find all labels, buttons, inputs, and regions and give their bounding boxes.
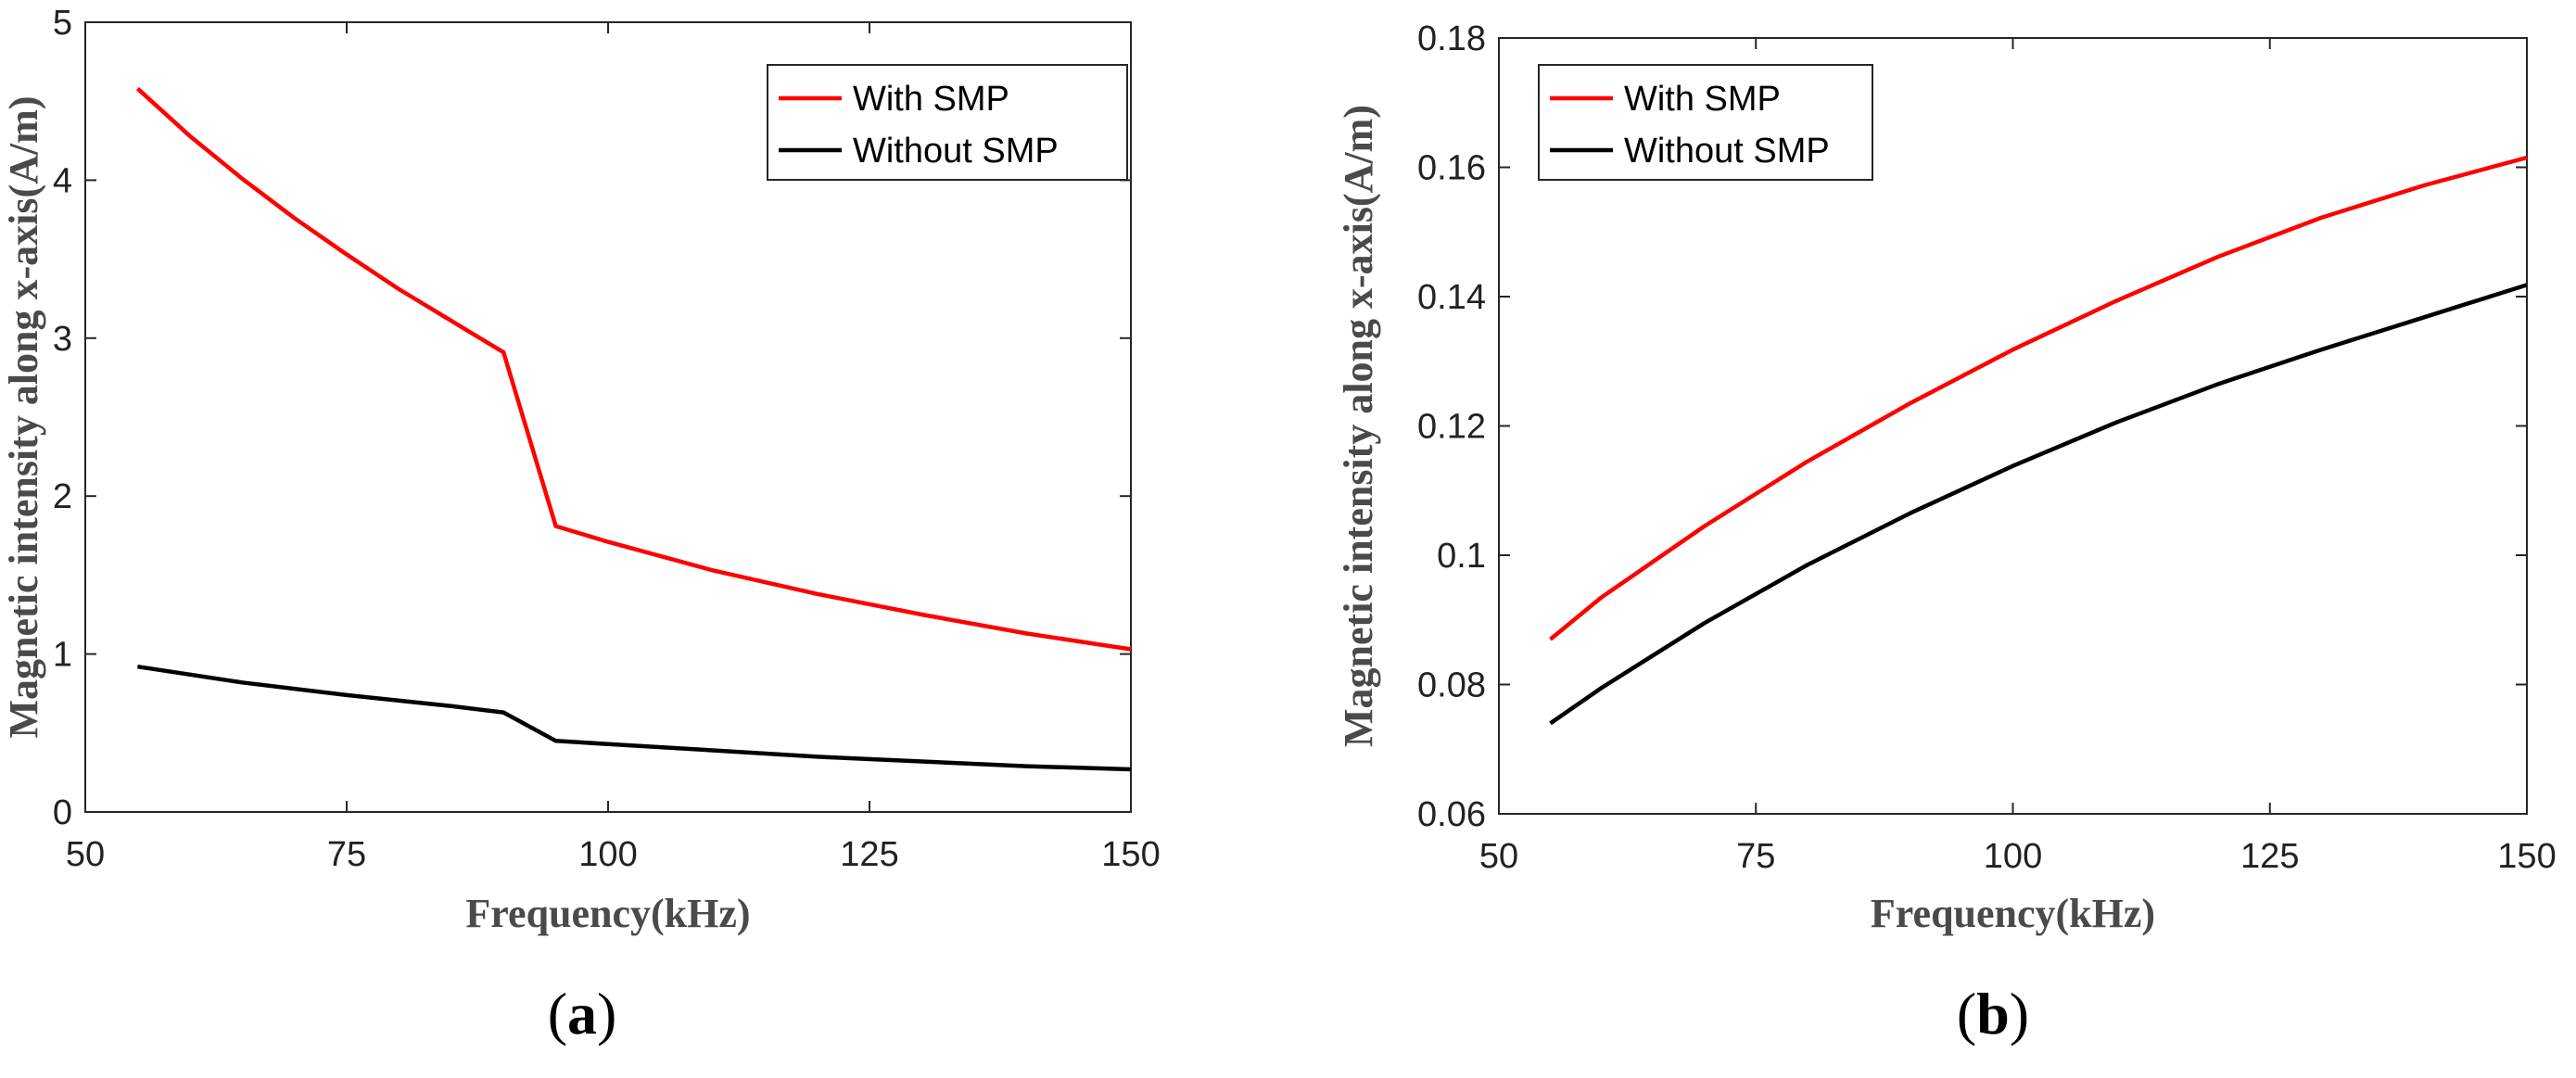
series-line-without-smp-b bbox=[1549, 283, 2528, 726]
legend-entry-b: Without SMP bbox=[1624, 132, 1830, 171]
x-tick-label-b: 50 bbox=[1479, 837, 1518, 876]
y-tick-label-b: 0.12 bbox=[1417, 408, 1486, 447]
legend-entry-b: With SMP bbox=[1624, 80, 1781, 119]
x-tick-label-b: 125 bbox=[2240, 837, 2299, 876]
legend-entry-a: With SMP bbox=[853, 80, 1009, 119]
y-tick-label-b: 0.1 bbox=[1437, 537, 1486, 576]
y-tick-label-b: 0.06 bbox=[1417, 795, 1486, 834]
y-axis-label-a: Magnetic intensity along x-axis(A/m) bbox=[1, 96, 46, 739]
y-tick-label-a: 4 bbox=[53, 161, 72, 200]
x-axis-label-b: Frequency(kHz) bbox=[1871, 891, 2155, 936]
x-tick-label-a: 125 bbox=[840, 835, 898, 874]
x-tick-label-a: 50 bbox=[66, 835, 105, 874]
y-tick-label-b: 0.14 bbox=[1417, 278, 1486, 317]
series-line-without-smp-a bbox=[137, 664, 1132, 772]
series-line-with-smp-b bbox=[1549, 155, 2528, 641]
y-axis-label-b: Magnetic intensity along x-axis(A/m) bbox=[1336, 105, 1381, 747]
legend-entry-a: Without SMP bbox=[853, 132, 1059, 171]
x-tick-label-a: 100 bbox=[578, 835, 637, 874]
y-tick-label-a: 3 bbox=[53, 320, 72, 359]
panel-label-b: (b) bbox=[1957, 981, 2029, 1046]
x-tick-label-b: 100 bbox=[1984, 837, 2042, 876]
y-tick-label-a: 0 bbox=[53, 793, 72, 832]
y-tick-label-a: 2 bbox=[53, 477, 72, 516]
y-tick-label-a: 5 bbox=[53, 4, 72, 43]
y-tick-label-a: 1 bbox=[53, 636, 72, 675]
x-tick-label-b: 75 bbox=[1736, 837, 1775, 876]
y-tick-label-b: 0.08 bbox=[1417, 666, 1486, 705]
series-line-with-smp-a bbox=[135, 86, 1132, 652]
x-tick-label-a: 150 bbox=[1101, 835, 1160, 874]
x-axis-label-a: Frequency(kHz) bbox=[465, 891, 750, 936]
y-tick-label-b: 0.16 bbox=[1417, 149, 1486, 188]
x-tick-label-a: 75 bbox=[327, 835, 366, 874]
x-tick-label-b: 150 bbox=[2497, 837, 2556, 876]
legend-box-a bbox=[767, 64, 1128, 181]
chart-panel-a: 50 75 100 125 150 0 1 2 3 4 5 Frequency(kHz) Magneti… bbox=[1, 4, 1161, 1046]
legend-box-b bbox=[1538, 64, 1873, 181]
chart-panel-b: 50 75 100 125 150 0.06 0.08 0.1 0.12 0.14 0.16 0.18… bbox=[1336, 19, 2557, 1046]
y-tick-label-b: 0.18 bbox=[1417, 19, 1486, 58]
panel-label-a: (a) bbox=[548, 981, 617, 1046]
